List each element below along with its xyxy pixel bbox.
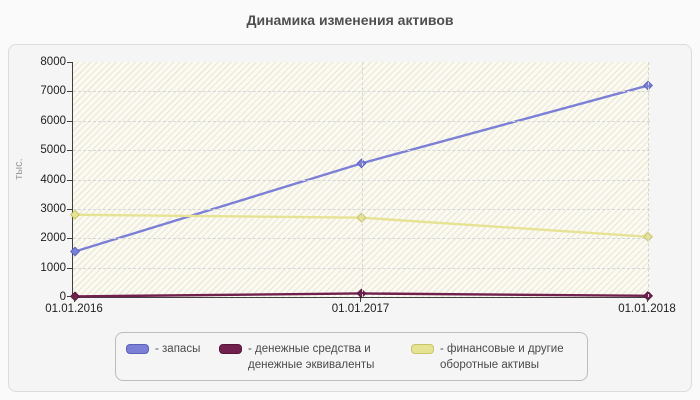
y-tick-mark xyxy=(67,296,72,297)
x-tick-label: 01.01.2017 xyxy=(331,303,390,315)
y-tick-label: 0 xyxy=(59,291,66,303)
x-tick-mark xyxy=(646,298,648,302)
y-tick-label: 2000 xyxy=(40,232,66,245)
y-tick-mark xyxy=(67,238,72,240)
series-swatch-zapasy xyxy=(126,344,149,354)
legend-item-denezhnye-sredstva: - денежные средства и денежные эквивален… xyxy=(219,341,374,373)
series-swatch-finansovye-aktivy xyxy=(411,344,434,354)
data-point-marker xyxy=(69,291,81,302)
x-gridline xyxy=(648,62,649,297)
plot-area xyxy=(69,62,654,302)
legend-item-finansovye-aktivy: - финансовые и другие оборотные активы xyxy=(411,341,564,373)
y-tick-label: 7000 xyxy=(40,85,66,98)
y-tick-label: 8000 xyxy=(40,56,66,68)
legend-label-finansovye-aktivy: - финансовые и другие оборотные активы xyxy=(440,343,564,372)
chart-title: Динамика изменения активов xyxy=(246,12,454,28)
legend-item-zapasy: - запасы xyxy=(126,341,200,357)
y-tick-label: 3000 xyxy=(40,202,66,215)
y-tick-mark xyxy=(67,91,72,93)
x-tick-mark xyxy=(360,298,361,302)
legend: - запасы - денежные средства и денежные … xyxy=(115,332,588,381)
y-tick-mark xyxy=(67,120,72,122)
series-swatch-denezhnye-sredstva xyxy=(219,344,242,354)
y-tick-mark xyxy=(67,179,72,181)
y-tick-mark xyxy=(67,150,72,152)
y-tick-mark xyxy=(67,62,72,63)
x-gridline xyxy=(361,62,363,297)
y-tick-mark xyxy=(67,208,72,210)
data-point-marker xyxy=(69,246,81,257)
y-tick-label: 6000 xyxy=(40,114,66,127)
x-tick-label: 01.01.2016 xyxy=(45,303,103,315)
data-point-marker xyxy=(69,209,81,220)
x-tick-label: 01.01.2018 xyxy=(618,303,676,315)
legend-label-denezhnye-sredstva: - денежные средства и денежные эквивален… xyxy=(248,343,375,372)
y-tick-label: 1000 xyxy=(40,261,66,274)
legend-label-zapasy: - запасы xyxy=(155,343,201,355)
y-tick-label: 5000 xyxy=(40,144,66,157)
x-tick-mark xyxy=(73,298,75,302)
y-tick-label: 4000 xyxy=(40,173,66,186)
y-tick-mark xyxy=(67,267,72,269)
